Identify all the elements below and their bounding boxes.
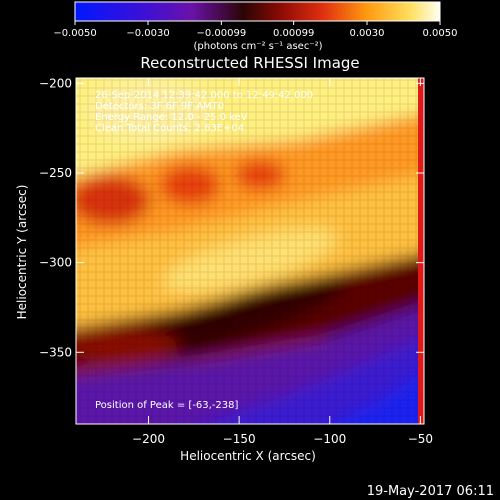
annotations: 26-Sep-2014 12:39:42.000 to 12:49:42.000… [95, 90, 313, 411]
y-tick-label: −200 [39, 76, 72, 90]
x-axis-ticks: −200 −150 −100 −50 [132, 78, 433, 446]
footer-date: 19-May-2017 06:11 [367, 484, 494, 499]
y-tick-label: −350 [39, 345, 72, 359]
y-axis-ticks: −200 −250 −300 −350 [39, 76, 424, 359]
peak-position-label: Position of Peak = [-63,-238] [95, 400, 239, 411]
y-tick-label: −300 [39, 256, 72, 270]
colorbar-tick-label: −0.0050 [53, 28, 96, 39]
colorbar-tick-label: 0.0050 [423, 28, 458, 39]
colorbar-tick-label: 0.0030 [350, 28, 385, 39]
x-axis-label: Heliocentric X (arcsec) [180, 449, 316, 463]
colorbar-unit-label: (photons cm⁻² s⁻¹ asec⁻²) [193, 41, 322, 52]
heatmap-image [76, 78, 424, 424]
colorbar-tick-label: 0.00099 [273, 28, 314, 39]
colorbar-tick-label: −0.00099 [196, 28, 246, 39]
y-tick-label: −250 [39, 166, 72, 180]
x-tick-label: −150 [223, 432, 256, 446]
annotation-detectors: Detectors: 3F 6F 9F AMT0 [95, 101, 224, 112]
colorbar-ticks: −0.0050 −0.0030 −0.00099 0.00099 0.0030 0.005… [53, 21, 458, 39]
annotation-clean: Clean Total Counts: 2.63E+04 [95, 123, 244, 134]
annotation-time: 26-Sep-2014 12:39:42.000 to 12:49:42.000 [95, 90, 313, 101]
colorbar-frame [74, 1, 441, 22]
x-tick-label: −50 [408, 432, 433, 446]
x-tick-label: −200 [132, 432, 165, 446]
y-axis-label: Heliocentric Y (arcsec) [15, 185, 29, 320]
chart-title: Reconstructed RHESSI Image [140, 54, 359, 72]
x-tick-label: −100 [313, 432, 346, 446]
right-edge-strip [418, 78, 424, 424]
annotation-energy: Energy Range: 12.0 - 25.0 keV [95, 112, 248, 123]
colorbar-gradient [75, 2, 440, 21]
colorbar-tick-label: −0.0030 [126, 28, 169, 39]
colorbar: −0.0050 −0.0030 −0.00099 0.00099 0.0030 0.005… [53, 1, 458, 52]
plot-frame [75, 77, 425, 425]
